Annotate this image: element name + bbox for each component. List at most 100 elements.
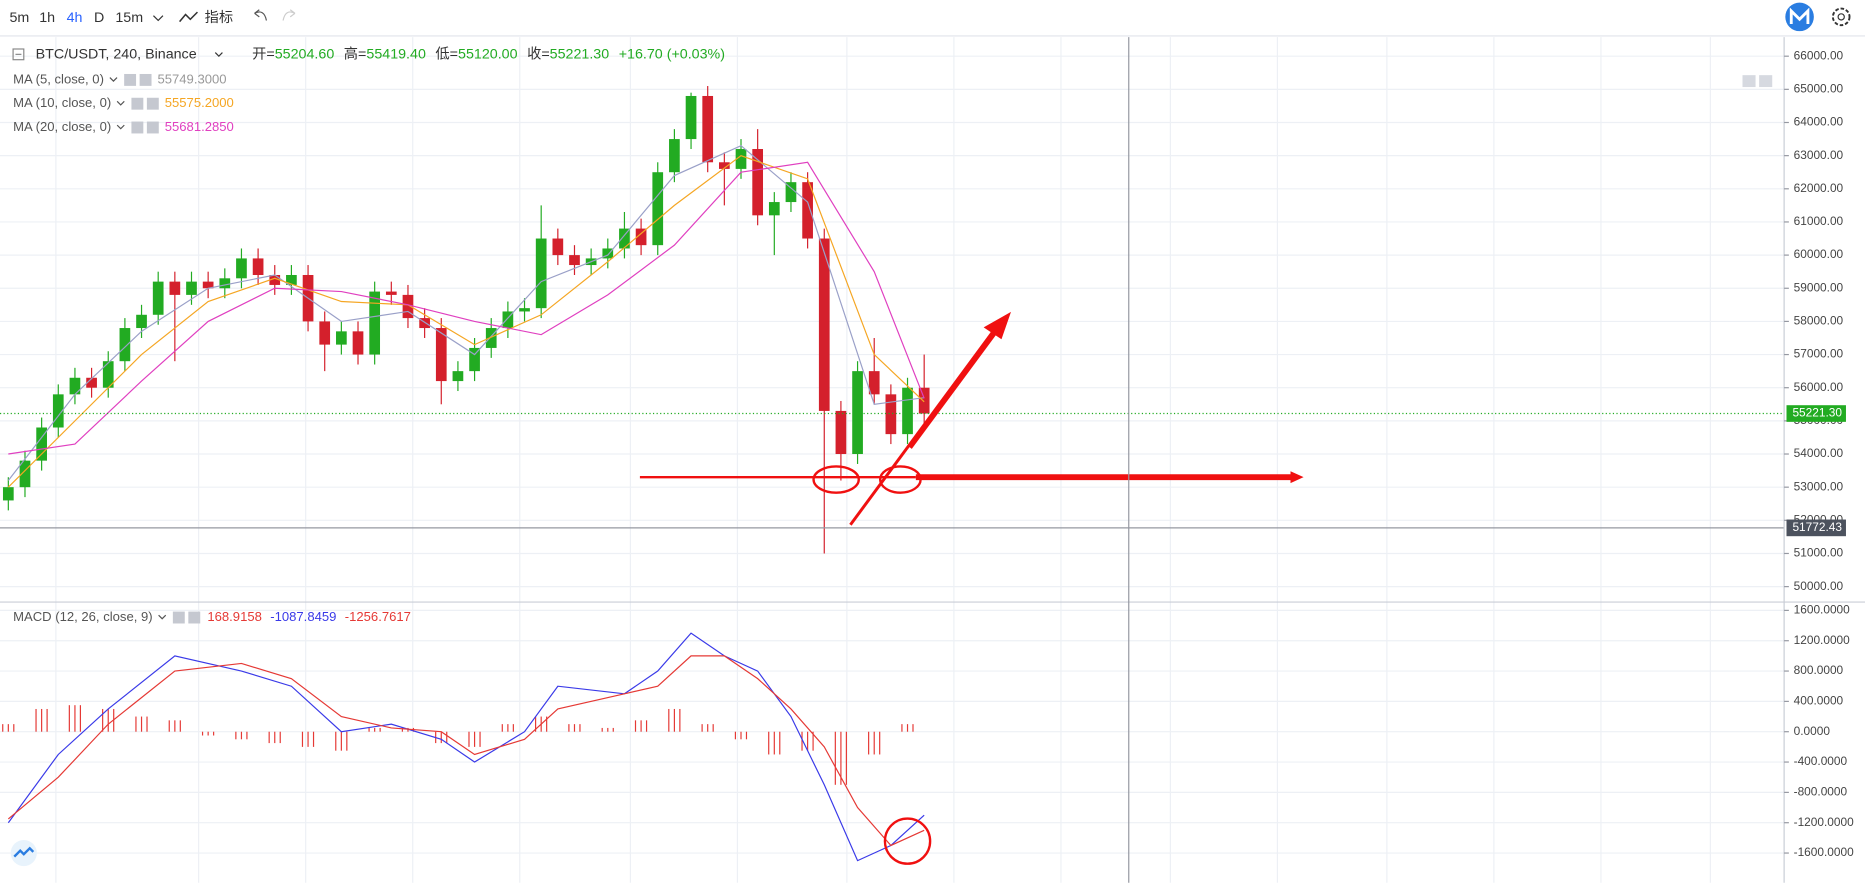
settings-center	[1837, 13, 1845, 21]
ma-visibility[interactable]	[131, 97, 144, 110]
ohlc-value: 55204.60	[275, 47, 335, 63]
collapse-icon[interactable]	[12, 48, 25, 61]
vertical-grid	[0, 37, 1785, 883]
candle-body	[19, 460, 31, 488]
y-tick-label: 51000.00	[1794, 546, 1844, 560]
crosshair-tag	[1786, 519, 1846, 537]
macd-value: -1256.7617	[345, 609, 411, 624]
y-tick-label: 66000.00	[1794, 48, 1844, 62]
ma-visibility[interactable]	[124, 73, 137, 86]
annotations	[639, 311, 1304, 865]
candle-body	[619, 228, 630, 249]
macd-remove[interactable]	[188, 611, 201, 624]
candle-body	[702, 95, 714, 163]
trend-arrow-body	[907, 331, 997, 449]
crosshair-label: 51772.43	[1792, 520, 1842, 534]
y-tick-label: 57000.00	[1794, 347, 1844, 361]
ma-remove[interactable]	[146, 97, 159, 110]
candle-body	[419, 318, 430, 329]
y-tick-label: -800.0000	[1794, 785, 1848, 799]
interval-1h[interactable]: 1h	[39, 10, 55, 26]
legend: BTC/USDT, 240, Binance 开= 55204.60 高= 55419…	[12, 46, 1773, 624]
redo[interactable]	[282, 9, 296, 21]
candle-body	[319, 321, 331, 345]
support-arrow	[915, 471, 1304, 484]
y-tick-label: 64000.00	[1794, 115, 1844, 129]
ma-dropdown[interactable]	[116, 124, 125, 130]
candle-body	[652, 172, 664, 246]
ma-dropdown[interactable]	[116, 100, 125, 106]
y-tick-label: -1600.0000	[1794, 845, 1854, 859]
candle-body	[485, 328, 497, 348]
scroll-up[interactable]	[1759, 75, 1773, 88]
y-tick-label: 62000.00	[1794, 181, 1844, 195]
macd-line	[7, 632, 925, 862]
interval-5m[interactable]: 5m	[10, 10, 30, 26]
macd-value: 168.9158	[207, 609, 262, 624]
candle-body	[169, 281, 181, 295]
y-tick-label: 63000.00	[1794, 148, 1844, 162]
logo-mark	[1789, 7, 1810, 25]
scroll-down[interactable]	[1742, 75, 1756, 88]
candle-body	[119, 328, 131, 362]
symbol: BTC/USDT, 240, Binance	[36, 47, 197, 63]
y-tick-label: -400.0000	[1794, 754, 1848, 768]
macd-title: MACD (12, 26, close, 9)	[13, 609, 153, 624]
moving-average-line	[8, 161, 925, 455]
macd-legend: MACD (12, 26, close, 9) 168.9158 -1087.84…	[13, 609, 411, 624]
candle-body	[402, 294, 414, 319]
y-tick-label: 400.0000	[1794, 694, 1844, 708]
interval-4h[interactable]: 4h	[67, 10, 83, 26]
candle-body	[918, 387, 930, 414]
y-tick-label: 56000.00	[1794, 380, 1844, 394]
circle-low-2	[878, 465, 922, 494]
macd-visibility[interactable]	[172, 611, 185, 624]
y-tick-label: 65000.00	[1794, 81, 1844, 95]
ma-value: 55575.2000	[165, 95, 234, 110]
candle-body	[569, 255, 580, 266]
indicator-icon[interactable]	[179, 11, 198, 23]
y-tick-label: 50000.00	[1794, 579, 1844, 593]
y-tick-label: 61000.00	[1794, 214, 1844, 228]
y-tick-label: 0.0000	[1794, 724, 1831, 738]
ma-dropdown[interactable]	[109, 77, 118, 82]
undo[interactable]	[254, 9, 268, 21]
candle-body	[469, 347, 480, 372]
candle-body	[452, 371, 464, 382]
ma-value: 55681.2850	[165, 119, 234, 134]
interval-d[interactable]: D	[94, 10, 104, 26]
moving-average-line	[7, 145, 925, 481]
ma-value: 55749.3000	[157, 71, 226, 86]
candle-body	[36, 427, 47, 461]
candle-body	[202, 281, 214, 289]
trend-arrow-head	[983, 311, 1012, 340]
logo[interactable]	[1785, 2, 1814, 32]
indicators-button[interactable]: 指标	[205, 9, 234, 26]
ma-legend: MA (5, close, 0) 55749.3000 MA (10, close,…	[13, 71, 234, 134]
y-tick-label: 1600.0000	[1794, 603, 1851, 617]
y-tick-label: -1200.0000	[1794, 815, 1854, 829]
last-price-label: 55221.30	[1792, 406, 1842, 420]
candle-body	[719, 162, 730, 169]
macd-dropdown[interactable]	[158, 614, 167, 620]
ma-remove[interactable]	[139, 73, 152, 86]
ma-remove[interactable]	[146, 121, 159, 134]
candle-body	[735, 149, 747, 169]
settings[interactable]	[1831, 7, 1851, 27]
ma-name: MA (5, close, 0)	[13, 71, 104, 86]
symbol-dropdown[interactable]	[214, 52, 223, 57]
candle-body	[186, 281, 197, 295]
y-tick-label: 53000.00	[1794, 479, 1844, 493]
circle-low-1	[812, 465, 860, 494]
interval-dropdown[interactable]	[153, 15, 164, 22]
ohlc-value: 55120.00	[458, 47, 518, 63]
candle-body	[768, 202, 780, 216]
ma-visibility[interactable]	[131, 121, 144, 134]
candle-body	[69, 377, 81, 395]
candle-body	[818, 238, 830, 411]
candle-body	[136, 314, 147, 329]
interval-15m[interactable]: 15m	[115, 10, 143, 26]
